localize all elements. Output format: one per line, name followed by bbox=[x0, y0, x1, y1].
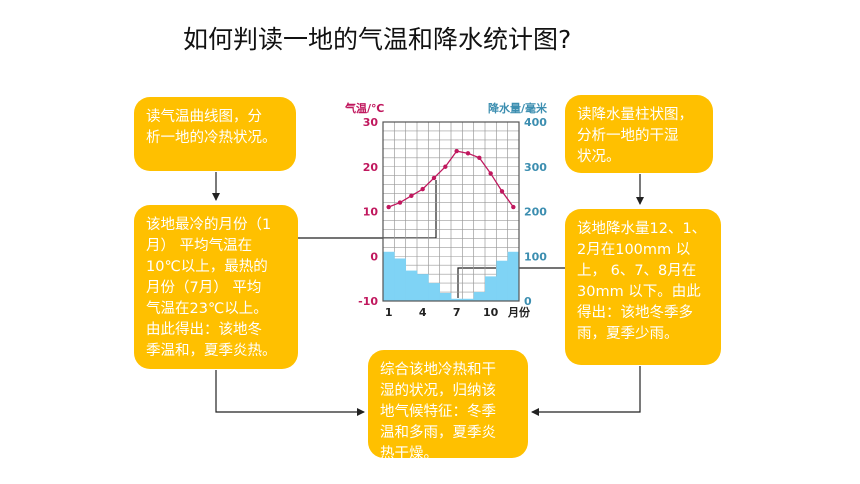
page-title: 如何判读一地的气温和降水统计图? bbox=[183, 25, 572, 54]
climate-summary-box: 综合该地冷热和干 湿的状况，归纳该 地气候特征：冬季 温和多雨，夏季炎 热干燥。 bbox=[368, 350, 528, 462]
read-precipitation-box: 读降水量柱状图， 分析一地的干湿 状况。 bbox=[565, 95, 713, 173]
arrow-b4-to-summary bbox=[531, 366, 641, 416]
temperature-result-box: 该地最冷的月份（1 月） 平均气温在 10℃以上，最热的 月份（7月） 平均 气… bbox=[134, 205, 298, 369]
precip-pointer-line bbox=[457, 267, 565, 298]
temperature-result-text: 该地最冷的月份（1 月） 平均气温在 10℃以上，最热的 月份（7月） 平均 气… bbox=[146, 217, 277, 359]
read-temperature-box: 读气温曲线图，分 析一地的冷热状况。 bbox=[134, 97, 296, 171]
temp-pointer-line bbox=[298, 180, 437, 239]
precipitation-result-box: 该地降水量12、1、 2月在100mm 以 上， 6、7、8月在 30mm 以下… bbox=[565, 209, 721, 365]
precipitation-result-text: 该地降水量12、1、 2月在100mm 以 上， 6、7、8月在 30mm 以下… bbox=[577, 221, 707, 342]
read-temperature-text: 读气温曲线图，分 析一地的冷热状况。 bbox=[146, 109, 277, 146]
read-precipitation-text: 读降水量柱状图， 分析一地的干湿 状况。 bbox=[577, 107, 693, 165]
climate-summary-text: 综合该地冷热和干 湿的状况，归纳该 地气候特征：冬季 温和多雨，夏季炎 热干燥。 bbox=[380, 362, 496, 462]
arrow-b2-to-summary bbox=[215, 370, 365, 416]
